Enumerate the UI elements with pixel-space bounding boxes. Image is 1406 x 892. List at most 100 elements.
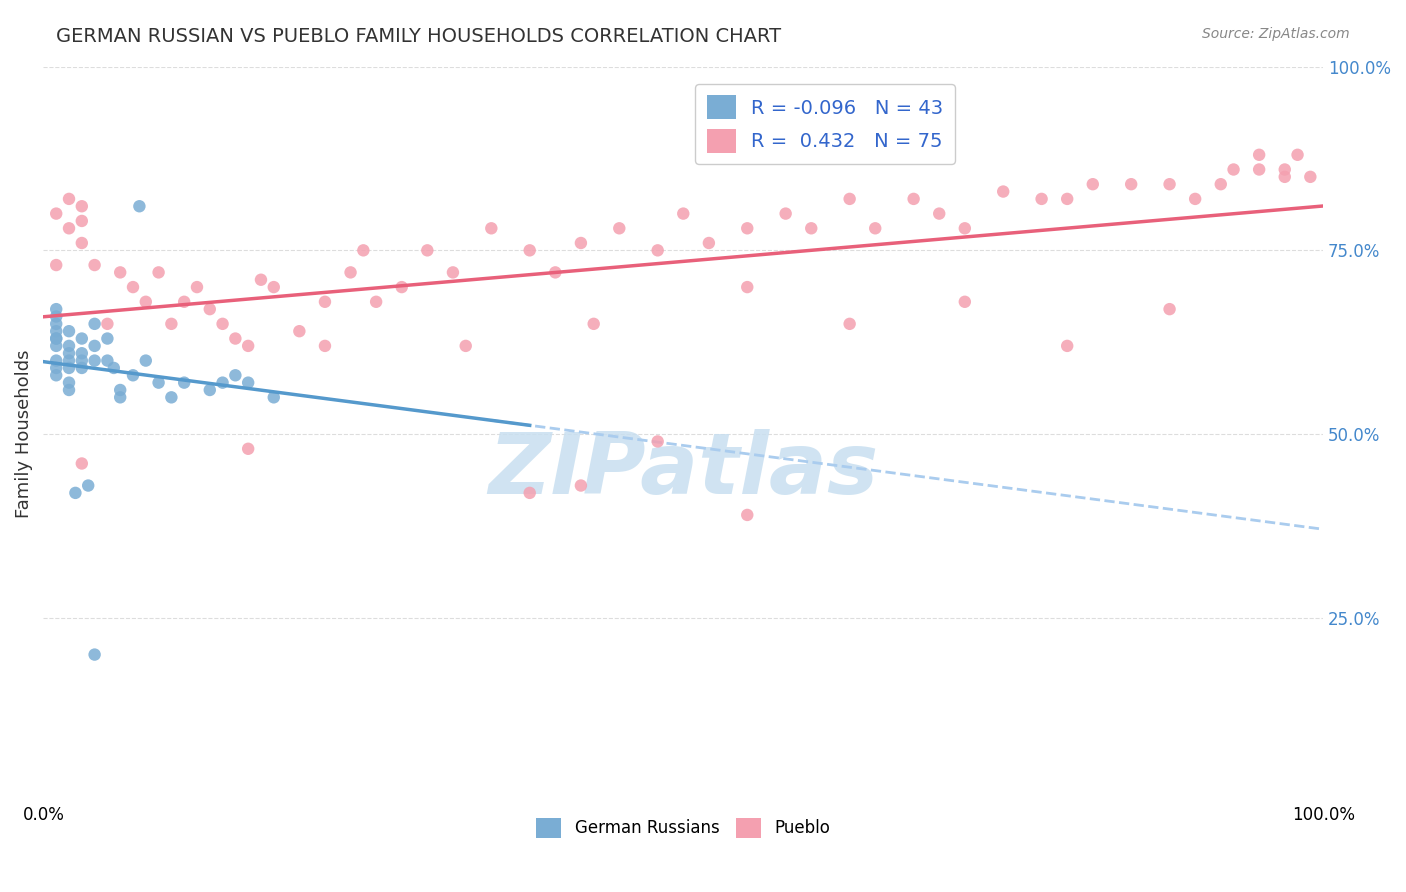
Point bbox=[45, 258, 67, 272]
Point bbox=[58, 353, 80, 368]
Point bbox=[1081, 177, 1104, 191]
Point bbox=[70, 214, 93, 228]
Point bbox=[96, 332, 118, 346]
Point bbox=[1249, 162, 1271, 177]
Point bbox=[45, 206, 67, 220]
Text: ZIPatlas: ZIPatlas bbox=[488, 429, 879, 512]
Point bbox=[1121, 177, 1143, 191]
Point bbox=[735, 280, 758, 294]
Point bbox=[83, 339, 105, 353]
Point bbox=[45, 332, 67, 346]
Point bbox=[160, 317, 183, 331]
Point bbox=[198, 383, 221, 397]
Text: Source: ZipAtlas.com: Source: ZipAtlas.com bbox=[1202, 27, 1350, 41]
Point bbox=[339, 265, 361, 279]
Point bbox=[83, 353, 105, 368]
Point bbox=[582, 317, 605, 331]
Point bbox=[1249, 148, 1271, 162]
Point bbox=[1299, 169, 1322, 184]
Point bbox=[58, 221, 80, 235]
Point bbox=[45, 360, 67, 375]
Point bbox=[1031, 192, 1053, 206]
Point bbox=[647, 434, 669, 449]
Point bbox=[83, 648, 105, 662]
Point bbox=[45, 317, 67, 331]
Point bbox=[1274, 162, 1296, 177]
Point bbox=[1159, 302, 1181, 317]
Point bbox=[58, 339, 80, 353]
Point bbox=[58, 192, 80, 206]
Point bbox=[1286, 148, 1309, 162]
Point bbox=[65, 486, 87, 500]
Point bbox=[238, 339, 260, 353]
Point bbox=[108, 390, 131, 404]
Point bbox=[58, 360, 80, 375]
Point bbox=[314, 339, 336, 353]
Point bbox=[77, 478, 100, 492]
Point bbox=[45, 310, 67, 324]
Text: GERMAN RUSSIAN VS PUEBLO FAMILY HOUSEHOLDS CORRELATION CHART: GERMAN RUSSIAN VS PUEBLO FAMILY HOUSEHOL… bbox=[56, 27, 782, 45]
Point bbox=[928, 206, 950, 220]
Point bbox=[1184, 192, 1206, 206]
Point bbox=[479, 221, 502, 235]
Point bbox=[96, 317, 118, 331]
Point bbox=[903, 192, 925, 206]
Point bbox=[70, 353, 93, 368]
Point bbox=[96, 353, 118, 368]
Point bbox=[58, 346, 80, 360]
Point bbox=[352, 244, 374, 258]
Point bbox=[416, 244, 439, 258]
Point bbox=[70, 332, 93, 346]
Point bbox=[519, 486, 541, 500]
Point bbox=[1056, 339, 1078, 353]
Point bbox=[122, 368, 145, 383]
Point bbox=[800, 221, 823, 235]
Point bbox=[647, 244, 669, 258]
Point bbox=[83, 317, 105, 331]
Point bbox=[838, 192, 860, 206]
Point bbox=[993, 185, 1015, 199]
Point bbox=[148, 265, 170, 279]
Point bbox=[45, 339, 67, 353]
Point bbox=[173, 294, 195, 309]
Point bbox=[108, 265, 131, 279]
Point bbox=[45, 368, 67, 383]
Point bbox=[775, 206, 797, 220]
Point bbox=[288, 324, 311, 338]
Point bbox=[1056, 192, 1078, 206]
Point bbox=[58, 376, 80, 390]
Point bbox=[441, 265, 464, 279]
Point bbox=[250, 273, 273, 287]
Point bbox=[211, 376, 233, 390]
Point bbox=[735, 508, 758, 522]
Point bbox=[211, 317, 233, 331]
Point bbox=[263, 280, 285, 294]
Point bbox=[391, 280, 413, 294]
Point bbox=[735, 221, 758, 235]
Point bbox=[544, 265, 567, 279]
Point bbox=[569, 478, 592, 492]
Point bbox=[953, 294, 976, 309]
Point bbox=[865, 221, 887, 235]
Point bbox=[198, 302, 221, 317]
Point bbox=[83, 258, 105, 272]
Point bbox=[103, 360, 125, 375]
Point bbox=[58, 383, 80, 397]
Legend: German Russians, Pueblo: German Russians, Pueblo bbox=[530, 811, 837, 845]
Point bbox=[454, 339, 477, 353]
Point bbox=[697, 235, 720, 250]
Point bbox=[45, 332, 67, 346]
Point bbox=[173, 376, 195, 390]
Point bbox=[238, 442, 260, 456]
Point bbox=[519, 244, 541, 258]
Point bbox=[70, 199, 93, 213]
Point bbox=[186, 280, 208, 294]
Point bbox=[122, 280, 145, 294]
Point bbox=[135, 353, 157, 368]
Point bbox=[148, 376, 170, 390]
Point bbox=[108, 383, 131, 397]
Point bbox=[70, 360, 93, 375]
Point bbox=[569, 235, 592, 250]
Point bbox=[314, 294, 336, 309]
Point bbox=[263, 390, 285, 404]
